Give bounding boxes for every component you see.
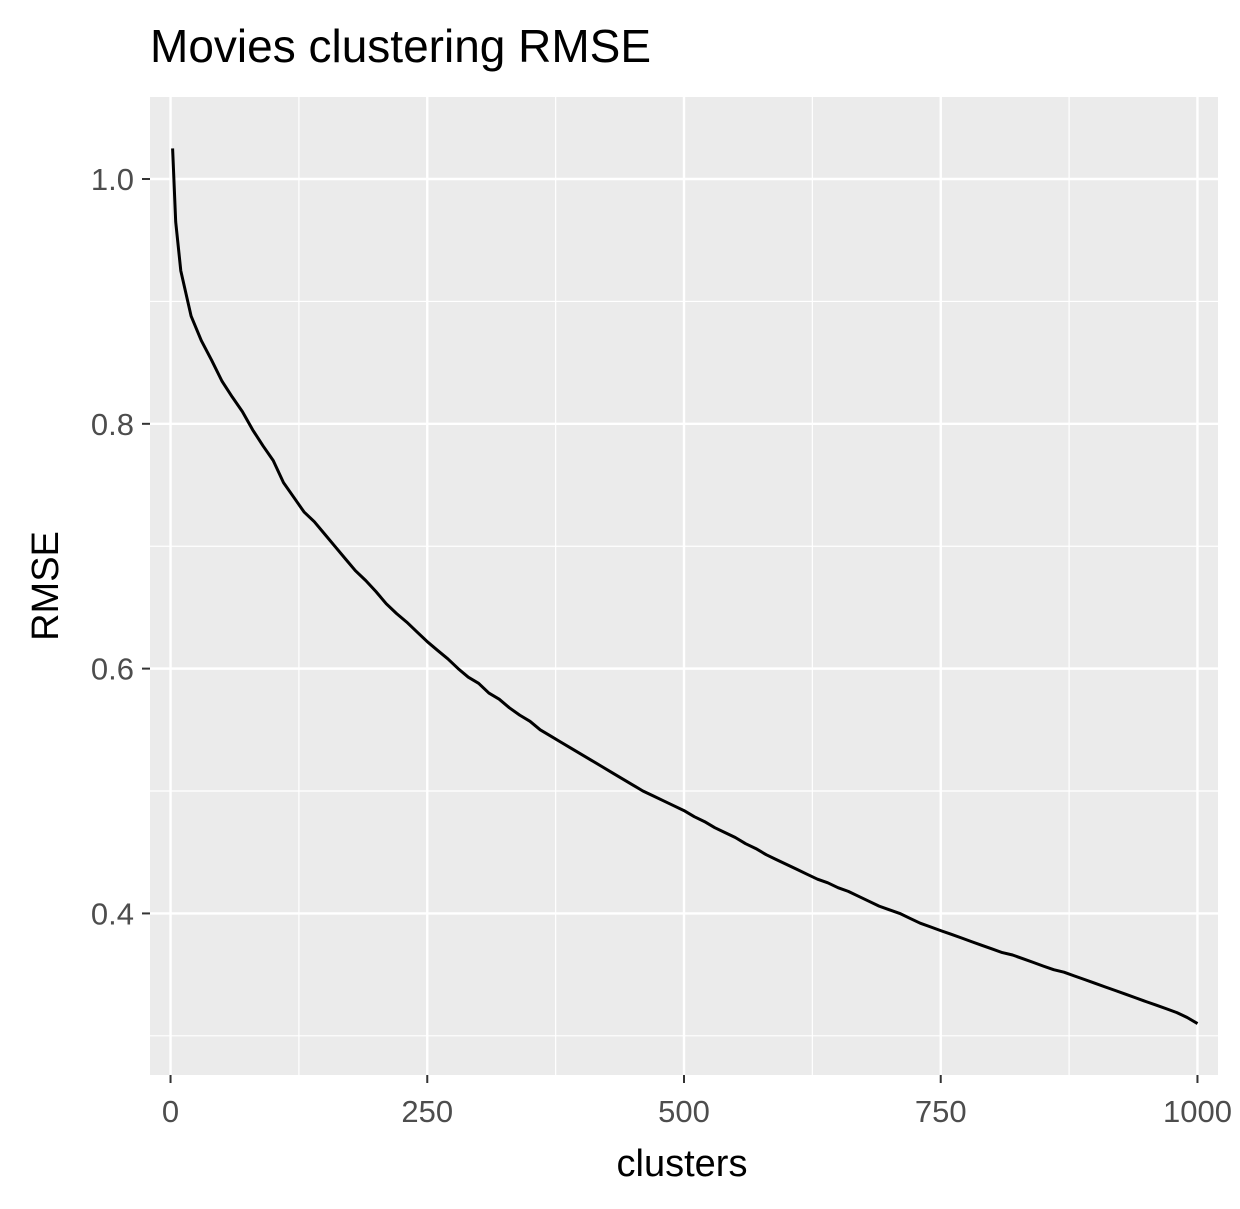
rmse-series-line (171, 148, 1199, 1025)
chart-title: Movies clustering RMSE (150, 20, 651, 72)
x-tick-label: 0 (162, 1094, 179, 1129)
y-axis-title: RMSE (25, 531, 67, 641)
y-tick-label: 0.4 (91, 896, 134, 931)
major-grid (150, 97, 1218, 1075)
y-tick-label: 1.0 (91, 162, 134, 197)
y-tick-label: 0.8 (91, 407, 134, 442)
x-tick-label: 750 (915, 1094, 967, 1129)
x-axis: 0 250 500 750 1000 (162, 1075, 1232, 1129)
y-tick-label: 0.6 (91, 652, 134, 687)
x-axis-title: clusters (617, 1143, 748, 1185)
series-layer (171, 148, 1199, 1025)
x-tick-label: 500 (658, 1094, 710, 1129)
x-tick-label: 250 (401, 1094, 453, 1129)
y-axis: 0.4 0.6 0.8 1.0 (91, 162, 150, 931)
x-tick-label: 1000 (1163, 1094, 1232, 1129)
